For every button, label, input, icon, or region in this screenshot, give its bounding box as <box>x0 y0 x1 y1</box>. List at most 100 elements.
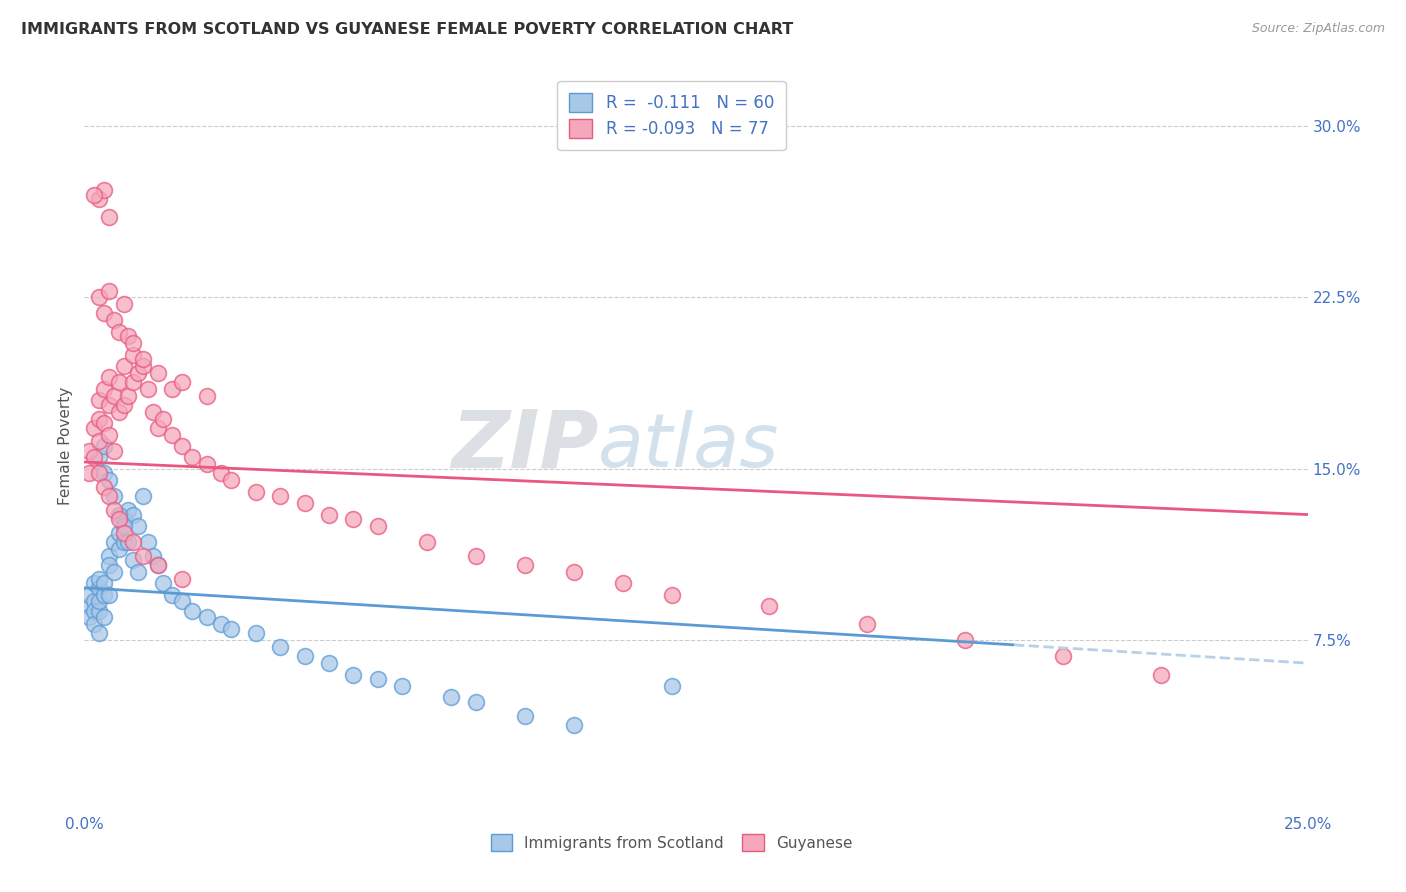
Point <box>513 708 536 723</box>
Point <box>97 588 120 602</box>
Point <box>209 617 232 632</box>
Point <box>464 549 486 563</box>
Point <box>87 572 110 586</box>
Point <box>112 297 135 311</box>
Point <box>195 458 218 472</box>
Point <box>367 519 389 533</box>
Point <box>97 489 120 503</box>
Point <box>83 450 105 465</box>
Point <box>87 411 110 425</box>
Point <box>562 565 585 579</box>
Point <box>83 421 105 435</box>
Point <box>93 588 115 602</box>
Point <box>181 604 204 618</box>
Point <box>195 389 218 403</box>
Point <box>97 558 120 572</box>
Point <box>294 649 316 664</box>
Point <box>132 359 155 373</box>
Point <box>77 443 100 458</box>
Point <box>162 588 184 602</box>
Point <box>103 565 125 579</box>
Point <box>245 484 267 499</box>
Point <box>83 604 105 618</box>
Point <box>162 382 184 396</box>
Point <box>132 549 155 563</box>
Point <box>127 519 149 533</box>
Point <box>122 347 145 362</box>
Point <box>93 576 115 591</box>
Point <box>107 405 129 419</box>
Point <box>103 503 125 517</box>
Point <box>83 576 105 591</box>
Text: Source: ZipAtlas.com: Source: ZipAtlas.com <box>1251 22 1385 36</box>
Point <box>464 695 486 709</box>
Point <box>172 594 194 608</box>
Point <box>513 558 536 572</box>
Point <box>1052 649 1074 664</box>
Point <box>367 672 389 686</box>
Point <box>132 352 155 367</box>
Point <box>97 211 120 225</box>
Point <box>103 443 125 458</box>
Point <box>107 325 129 339</box>
Point <box>136 535 159 549</box>
Point <box>117 329 139 343</box>
Point <box>83 617 105 632</box>
Y-axis label: Female Poverty: Female Poverty <box>58 387 73 505</box>
Point <box>87 434 110 449</box>
Point <box>209 467 232 481</box>
Point <box>97 398 120 412</box>
Point <box>107 525 129 540</box>
Point <box>87 581 110 595</box>
Text: atlas: atlas <box>598 410 779 482</box>
Point <box>97 284 120 298</box>
Point <box>103 389 125 403</box>
Point <box>162 427 184 442</box>
Point <box>77 610 100 624</box>
Point <box>269 489 291 503</box>
Point <box>83 187 105 202</box>
Point <box>103 489 125 503</box>
Point <box>87 594 110 608</box>
Point <box>77 467 100 481</box>
Point <box>93 306 115 320</box>
Point <box>219 473 242 487</box>
Point <box>122 336 145 351</box>
Point <box>107 508 129 522</box>
Point <box>142 549 165 563</box>
Point <box>172 375 194 389</box>
Point <box>661 588 683 602</box>
Point <box>87 393 110 408</box>
Point <box>112 519 135 533</box>
Point <box>97 370 120 384</box>
Point <box>87 192 110 206</box>
Point <box>97 427 120 442</box>
Point <box>93 480 115 494</box>
Point <box>318 656 340 670</box>
Point <box>562 718 585 732</box>
Point <box>117 535 139 549</box>
Point <box>342 667 364 681</box>
Point <box>117 503 139 517</box>
Point <box>97 549 120 563</box>
Point <box>87 467 110 481</box>
Text: IMMIGRANTS FROM SCOTLAND VS GUYANESE FEMALE POVERTY CORRELATION CHART: IMMIGRANTS FROM SCOTLAND VS GUYANESE FEM… <box>21 22 793 37</box>
Point <box>107 375 129 389</box>
Point <box>127 366 149 380</box>
Point <box>181 450 204 465</box>
Point <box>93 467 115 481</box>
Legend: Immigrants from Scotland, Guyanese: Immigrants from Scotland, Guyanese <box>484 826 860 859</box>
Point <box>122 375 145 389</box>
Point <box>93 610 115 624</box>
Point <box>87 626 110 640</box>
Point <box>146 558 169 572</box>
Point <box>661 679 683 693</box>
Point <box>342 512 364 526</box>
Point <box>103 313 125 327</box>
Point <box>122 553 145 567</box>
Point <box>87 604 110 618</box>
Point <box>612 576 634 591</box>
Point <box>172 572 194 586</box>
Point <box>269 640 291 655</box>
Point <box>391 679 413 693</box>
